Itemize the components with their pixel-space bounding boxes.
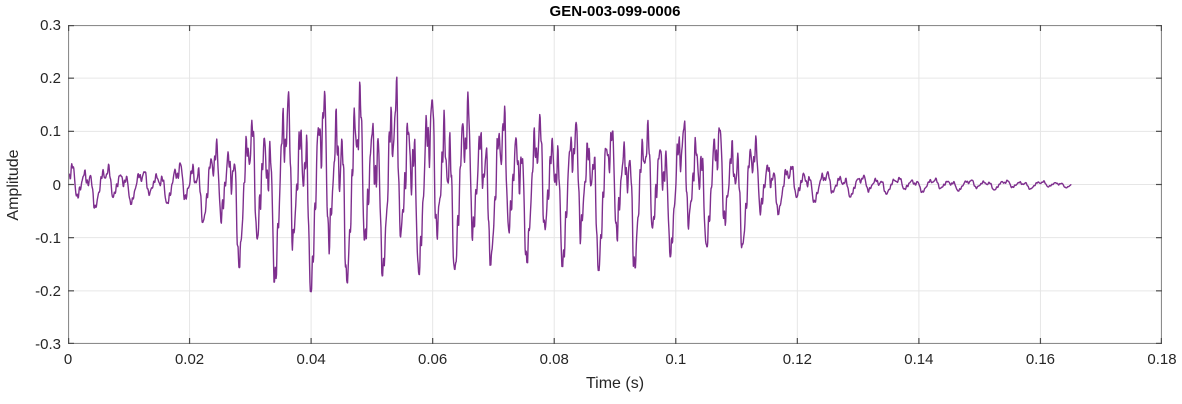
plot-area xyxy=(68,25,1162,344)
y-tick-label: -0.3 xyxy=(35,336,61,353)
waveform-plot xyxy=(68,25,1162,344)
y-tick-label: 0.3 xyxy=(40,17,61,34)
y-tick-label: 0.2 xyxy=(40,70,61,88)
signal-trace xyxy=(68,76,1072,293)
x-axis-label: Time (s) xyxy=(585,375,645,392)
x-tick-label: 0.08 xyxy=(539,351,569,368)
x-tick-label: 0.04 xyxy=(296,351,326,368)
y-tick-label: 0.1 xyxy=(40,123,61,141)
x-tick-label: 0.1 xyxy=(665,351,687,368)
x-tick-label: 0.06 xyxy=(418,351,448,368)
chart-title: GEN-003-099-0006 xyxy=(549,3,681,20)
y-tick-label: -0.1 xyxy=(35,229,61,247)
y-tick-label: 0 xyxy=(52,176,61,194)
x-tick-label: 0 xyxy=(63,351,73,368)
x-tick-label: 0.12 xyxy=(782,351,812,368)
x-tick-label: 0.14 xyxy=(904,351,934,368)
x-tick-label: 0.16 xyxy=(1025,351,1056,368)
x-tick-label: 0.02 xyxy=(174,351,205,368)
y-tick-label: -0.2 xyxy=(35,282,61,300)
x-tick-label: 0.18 xyxy=(1147,351,1177,368)
